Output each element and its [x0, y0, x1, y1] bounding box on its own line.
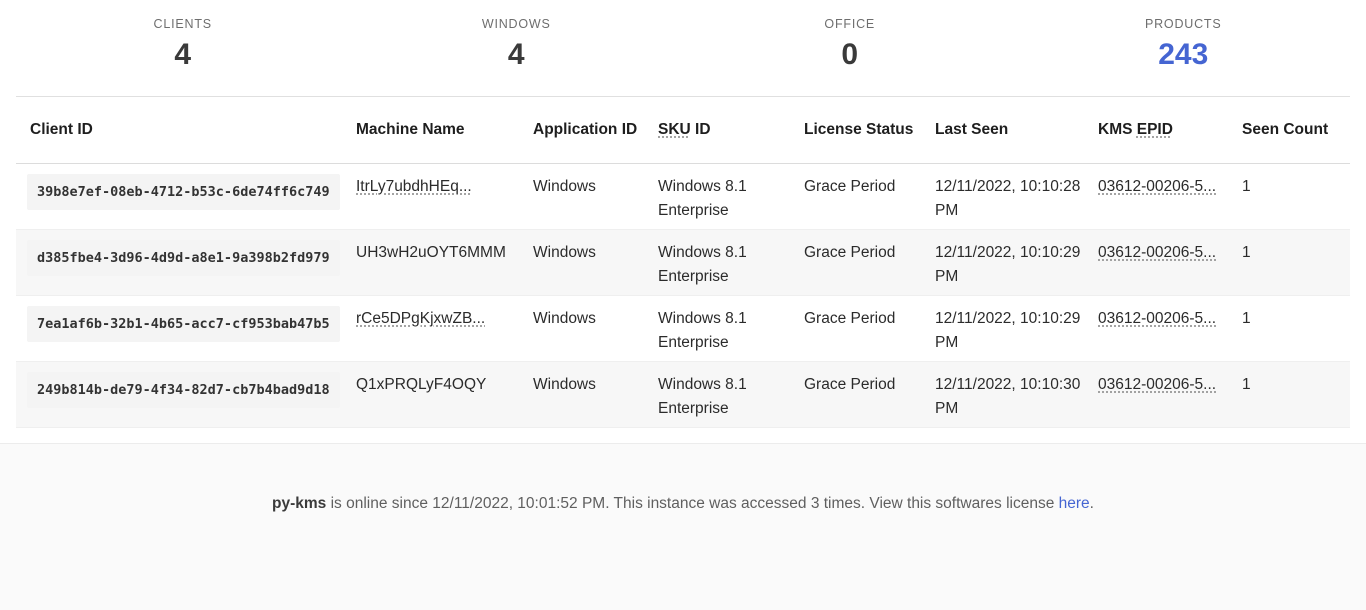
clients-table: Client ID Machine Name Application ID SK… — [16, 97, 1350, 428]
sku-abbr[interactable]: SKU — [658, 120, 691, 138]
machine-name-truncated[interactable]: ItrLy7ubdhHEq... — [356, 177, 472, 195]
status-footer: py-kms is online since 12/11/2022, 10:01… — [0, 442, 1366, 610]
clients-table-body: 39b8e7ef-08eb-4712-b53c-6de74ff6c749 Itr… — [16, 163, 1350, 428]
stat-products-label: PRODUCTS — [1144, 17, 1222, 31]
application-id-cell: Windows — [533, 229, 658, 296]
seen-count-cell: 1 — [1242, 295, 1350, 362]
last-seen-cell: 12/11/2022, 10:10:30 PM — [935, 361, 1098, 428]
clients-table-header: Client ID Machine Name Application ID SK… — [16, 97, 1350, 164]
table-row: 7ea1af6b-32b1-4b65-acc7-cf953bab47b5 rCe… — [16, 295, 1350, 362]
license-status-cell: Grace Period — [804, 229, 935, 296]
col-header-license-status: License Status — [804, 97, 935, 164]
stat-clients: CLIENTS 4 — [16, 17, 350, 96]
machine-name: Q1xPRQLyF4OQY — [356, 375, 487, 393]
header-row: Client ID Machine Name Application ID SK… — [16, 97, 1350, 164]
stat-windows-label: WINDOWS — [481, 17, 551, 31]
epid-abbr[interactable]: EPID — [1136, 120, 1173, 138]
sku-id-cell: Windows 8.1 Enterprise — [658, 163, 804, 230]
application-id-cell: Windows — [533, 163, 658, 230]
stat-clients-value: 4 — [174, 38, 192, 71]
last-seen-cell: 12/11/2022, 10:10:29 PM — [935, 229, 1098, 296]
application-id-cell: Windows — [533, 361, 658, 428]
stat-products-value-link[interactable]: 243 — [1158, 38, 1209, 71]
application-id-cell: Windows — [533, 295, 658, 362]
footer-status-text: is online since 12/11/2022, 10:01:52 PM.… — [326, 494, 1059, 512]
stat-clients-label: CLIENTS — [153, 17, 212, 31]
sku-id-cell: Windows 8.1 Enterprise — [658, 361, 804, 428]
last-seen-cell: 12/11/2022, 10:10:29 PM — [935, 295, 1098, 362]
last-seen-cell: 12/11/2022, 10:10:28 PM — [935, 163, 1098, 230]
stat-office-label: OFFICE — [824, 17, 876, 31]
seen-count-cell: 1 — [1242, 229, 1350, 296]
license-link[interactable]: here — [1058, 494, 1090, 512]
license-status-cell: Grace Period — [804, 163, 935, 230]
stat-office: OFFICE 0 — [683, 17, 1017, 96]
col-header-sku-id: SKU ID — [658, 97, 804, 164]
stat-windows: WINDOWS 4 — [350, 17, 684, 96]
col-header-kms-epid: KMS EPID — [1098, 97, 1242, 164]
seen-count-cell: 1 — [1242, 163, 1350, 230]
client-id-chip: 7ea1af6b-32b1-4b65-acc7-cf953bab47b5 — [27, 305, 340, 342]
app-name: py-kms — [272, 494, 327, 512]
kms-epid-truncated[interactable]: 03612-00206-5... — [1098, 375, 1217, 393]
col-header-client-id: Client ID — [16, 97, 356, 164]
kms-epid-truncated[interactable]: 03612-00206-5... — [1098, 309, 1217, 327]
stats-bar: CLIENTS 4 WINDOWS 4 OFFICE 0 PRODUCTS 24… — [16, 0, 1350, 97]
machine-name: UH3wH2uOYT6MMM — [356, 243, 506, 261]
table-row: d385fbe4-3d96-4d9d-a8e1-9a398b2fd979 UH3… — [16, 229, 1350, 296]
footer-period: . — [1089, 494, 1094, 512]
kms-epid-truncated[interactable]: 03612-00206-5... — [1098, 177, 1217, 195]
table-row: 249b814b-de79-4f34-82d7-cb7b4bad9d18 Q1x… — [16, 361, 1350, 428]
col-header-last-seen: Last Seen — [935, 97, 1098, 164]
client-id-chip: d385fbe4-3d96-4d9d-a8e1-9a398b2fd979 — [27, 239, 340, 276]
stat-office-value: 0 — [841, 38, 859, 71]
license-status-cell: Grace Period — [804, 361, 935, 428]
kms-epid-truncated[interactable]: 03612-00206-5... — [1098, 243, 1217, 261]
client-id-chip: 39b8e7ef-08eb-4712-b53c-6de74ff6c749 — [27, 173, 340, 210]
client-id-chip: 249b814b-de79-4f34-82d7-cb7b4bad9d18 — [27, 371, 340, 408]
col-header-seen-count: Seen Count — [1242, 97, 1350, 164]
seen-count-cell: 1 — [1242, 361, 1350, 428]
col-header-machine-name: Machine Name — [356, 97, 533, 164]
stat-windows-value: 4 — [507, 38, 525, 71]
col-header-application-id: Application ID — [533, 97, 658, 164]
license-status-cell: Grace Period — [804, 295, 935, 362]
machine-name-truncated[interactable]: rCe5DPgKjxwZB... — [356, 309, 486, 327]
sku-id-cell: Windows 8.1 Enterprise — [658, 229, 804, 296]
table-row: 39b8e7ef-08eb-4712-b53c-6de74ff6c749 Itr… — [16, 163, 1350, 230]
sku-id-cell: Windows 8.1 Enterprise — [658, 295, 804, 362]
stat-products: PRODUCTS 243 — [1017, 17, 1351, 96]
